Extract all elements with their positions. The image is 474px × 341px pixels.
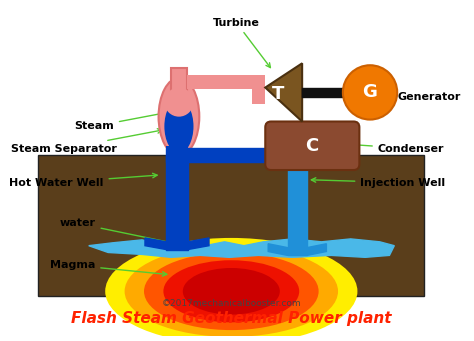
Bar bbox=[38, 155, 424, 296]
Polygon shape bbox=[268, 244, 327, 255]
Text: C: C bbox=[305, 137, 319, 155]
Ellipse shape bbox=[144, 252, 319, 330]
Polygon shape bbox=[265, 63, 302, 121]
Bar bbox=[187, 75, 265, 89]
Text: Flash Steam Geothermal Power plant: Flash Steam Geothermal Power plant bbox=[71, 311, 392, 326]
Text: ©2017mechanicalbooster.com: ©2017mechanicalbooster.com bbox=[162, 299, 301, 308]
Ellipse shape bbox=[159, 78, 199, 155]
Text: G: G bbox=[363, 84, 377, 101]
Ellipse shape bbox=[183, 268, 280, 314]
Text: Steam: Steam bbox=[74, 109, 177, 131]
Bar bbox=[252, 75, 265, 104]
Bar bbox=[171, 68, 187, 107]
Polygon shape bbox=[89, 239, 394, 257]
Ellipse shape bbox=[164, 88, 193, 117]
Text: Magma: Magma bbox=[50, 260, 167, 276]
Text: Injection Well: Injection Well bbox=[311, 178, 446, 188]
Ellipse shape bbox=[164, 100, 193, 153]
FancyBboxPatch shape bbox=[265, 121, 359, 170]
Text: Hot Water Well: Hot Water Well bbox=[9, 173, 157, 188]
Ellipse shape bbox=[164, 260, 299, 322]
Text: Condenser: Condenser bbox=[345, 142, 444, 154]
Text: Turbine: Turbine bbox=[213, 17, 270, 68]
Text: T: T bbox=[272, 85, 284, 103]
Text: Steam Separator: Steam Separator bbox=[11, 129, 162, 154]
Text: water: water bbox=[60, 218, 182, 246]
Text: Generator: Generator bbox=[363, 82, 461, 102]
Polygon shape bbox=[145, 238, 209, 250]
Ellipse shape bbox=[105, 238, 357, 341]
Circle shape bbox=[343, 65, 397, 120]
Bar bbox=[166, 146, 188, 160]
Ellipse shape bbox=[125, 246, 338, 337]
